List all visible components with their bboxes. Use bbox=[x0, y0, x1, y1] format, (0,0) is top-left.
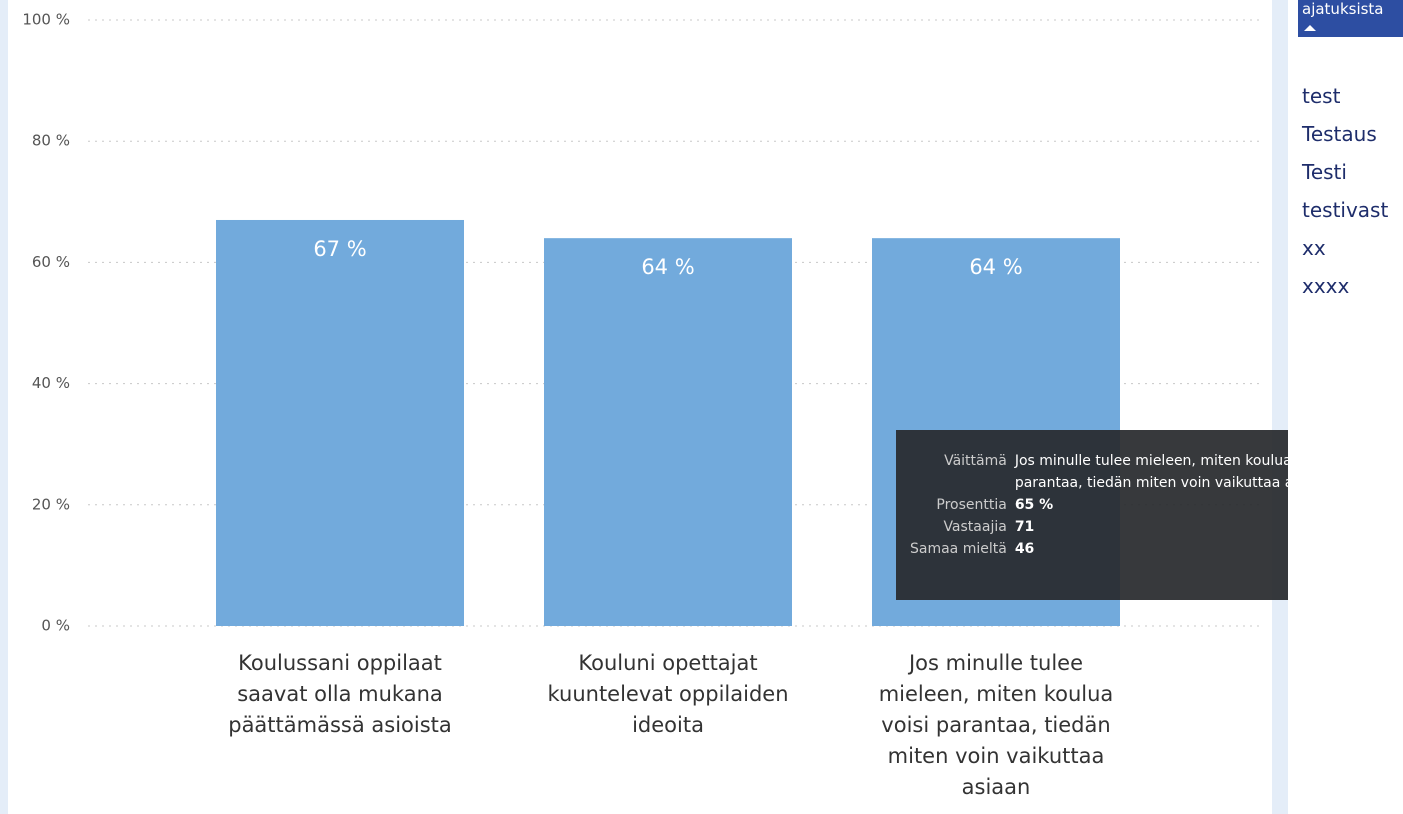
tooltip-value: Jos minulle tulee mieleen, miten koulua … bbox=[1014, 453, 1331, 491]
y-tick-label: 100 % bbox=[22, 11, 70, 29]
value-label: 67 % bbox=[313, 237, 366, 261]
sort-arrow bbox=[1304, 25, 1316, 31]
value-label: 64 % bbox=[969, 255, 1022, 279]
header-text: ajatuksista bbox=[1302, 0, 1384, 18]
list-item[interactable]: Testi bbox=[1302, 160, 1347, 184]
tooltip-value: 46 bbox=[1014, 541, 1035, 557]
bar bbox=[544, 238, 792, 626]
tooltip-row: Vastaajia 71 bbox=[906, 516, 1379, 538]
tooltip-row: Väittämä Jos minulle tulee mieleen, miten… bbox=[906, 450, 1379, 494]
list-item[interactable]: xxxx bbox=[1302, 274, 1350, 298]
sort-header[interactable]: ajatuksista bbox=[1298, 0, 1403, 37]
list-item[interactable]: xx bbox=[1302, 236, 1326, 260]
tooltip-value: 71 bbox=[1014, 519, 1035, 535]
y-tick-label: 20 % bbox=[32, 495, 70, 513]
chart-panel: 0 % 20 % 40 % 60 % 80 % 100 % 67 % 64 % 64 % Kou… bbox=[8, 0, 1272, 814]
y-tick-label: 0 % bbox=[41, 617, 70, 635]
value-label: 64 % bbox=[641, 255, 694, 279]
y-tick-label: 40 % bbox=[32, 374, 70, 392]
sidebar: ajatuksista test Testaus Testi testivast xx x… bbox=[1288, 0, 1403, 814]
tooltip-label: Vastaajia bbox=[943, 519, 1007, 535]
tooltip-value: 65 % bbox=[1014, 497, 1054, 513]
list-item[interactable]: Testaus bbox=[1302, 122, 1377, 146]
x-tick-label: Jos minulle tulee mieleen, miten koulua … bbox=[878, 651, 1114, 799]
tooltip-label: Samaa mieltä bbox=[910, 541, 1007, 557]
tooltip-row: Samaa mieltä 46 bbox=[906, 538, 1379, 560]
y-tick-label: 80 % bbox=[32, 132, 70, 150]
tooltip-label: Väittämä bbox=[944, 453, 1007, 469]
y-tick-label: 60 % bbox=[32, 253, 70, 271]
list-item[interactable]: testivast bbox=[1302, 198, 1389, 222]
list-item[interactable]: test bbox=[1302, 84, 1341, 108]
bar bbox=[216, 219, 464, 627]
x-tick-label: Kouluni opettajat kuuntelevat oppilaiden… bbox=[547, 651, 789, 737]
tooltip-table: Väittämä Jos minulle tulee mieleen, miten… bbox=[906, 450, 1379, 560]
tooltip-row: Prosenttia 65 % bbox=[906, 494, 1379, 516]
x-tick-label: Koulussani oppilaat saavat olla mukana p… bbox=[228, 651, 452, 737]
tooltip-label: Prosenttia bbox=[936, 497, 1007, 513]
